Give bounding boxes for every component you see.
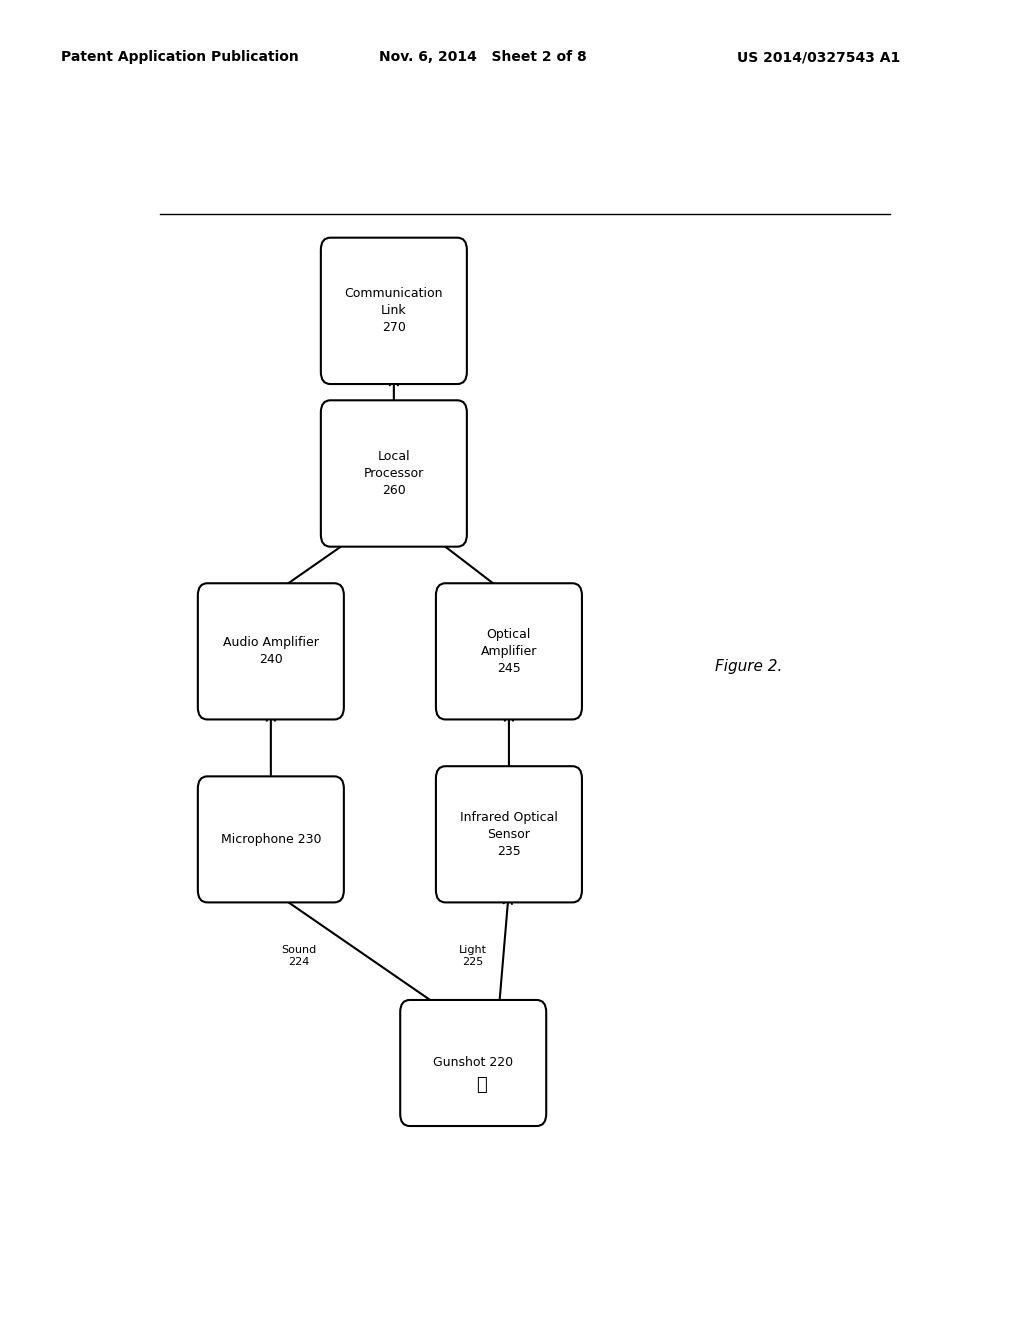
Text: Nov. 6, 2014   Sheet 2 of 8: Nov. 6, 2014 Sheet 2 of 8 [379,50,587,65]
Text: Sound
224: Sound 224 [281,945,316,968]
FancyBboxPatch shape [321,238,467,384]
Text: Figure 2.: Figure 2. [715,659,782,675]
Text: Local
Processor
260: Local Processor 260 [364,450,424,498]
FancyBboxPatch shape [436,583,582,719]
Text: 🔫: 🔫 [476,1076,486,1094]
FancyBboxPatch shape [436,766,582,903]
Text: Infrared Optical
Sensor
235: Infrared Optical Sensor 235 [460,810,558,858]
Text: Light
225: Light 225 [459,945,487,968]
FancyBboxPatch shape [400,1001,546,1126]
FancyBboxPatch shape [198,583,344,719]
Text: Communication
Link
270: Communication Link 270 [345,288,443,334]
Text: Gunshot 220: Gunshot 220 [433,1056,513,1069]
Text: Audio Amplifier
240: Audio Amplifier 240 [223,636,318,667]
FancyBboxPatch shape [198,776,344,903]
Text: Optical
Amplifier
245: Optical Amplifier 245 [480,628,538,675]
Text: Microphone 230: Microphone 230 [220,833,322,846]
FancyBboxPatch shape [321,400,467,546]
Text: Patent Application Publication: Patent Application Publication [61,50,299,65]
Text: US 2014/0327543 A1: US 2014/0327543 A1 [737,50,900,65]
